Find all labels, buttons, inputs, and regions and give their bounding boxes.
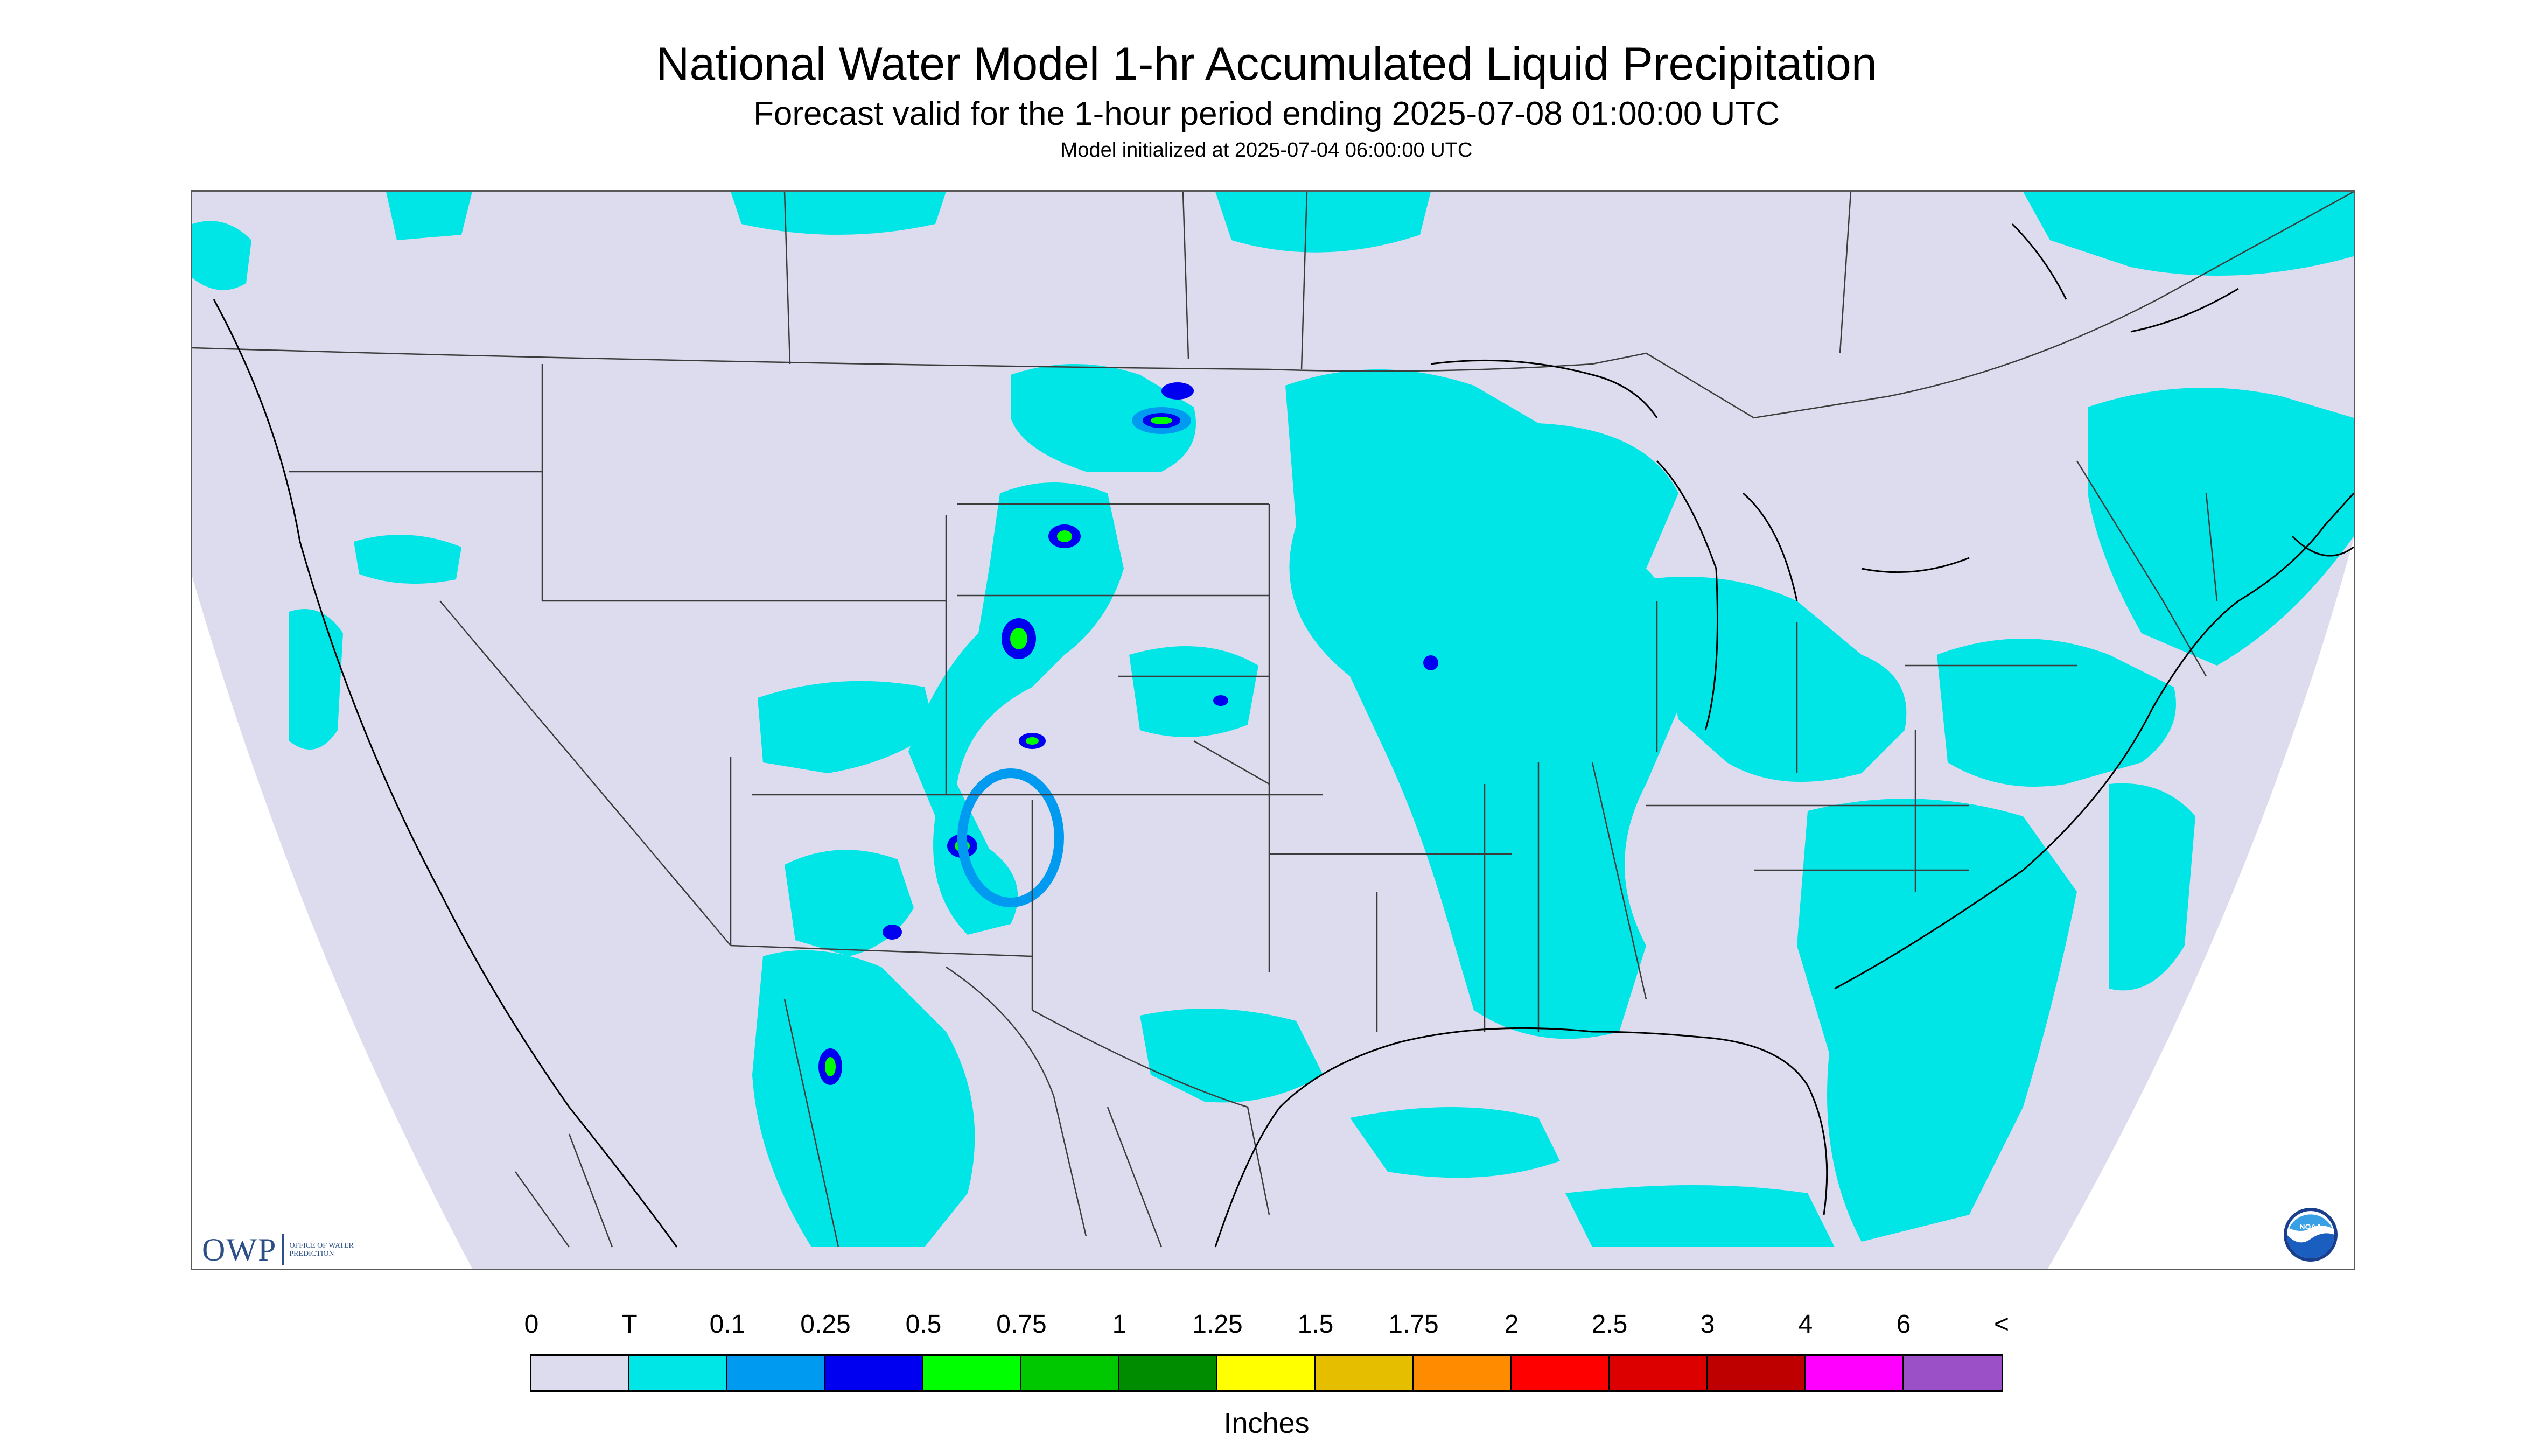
legend-swatch-5 [1021, 1356, 1119, 1390]
legend-label-15: < [1993, 1310, 2010, 1339]
precipitation-map: OWP OFFICE OF WATER PREDICTION NOAA [191, 190, 2355, 1270]
legend-labels: 0 T 0.1 0.25 0.5 0.75 1 1.25 1.5 1.75 2 2.5 3 4 6 < [0, 1310, 2533, 1342]
legend-swatch-8 [1316, 1356, 1414, 1390]
legend-label-2: 0.1 [709, 1310, 746, 1339]
noaa-logo-mark: NOAA [2299, 1222, 2321, 1231]
map-canvas [192, 192, 2354, 1269]
noaa-logo: NOAA [2284, 1208, 2338, 1262]
legend-swatch-1 [629, 1356, 727, 1390]
owp-logo-name: OFFICE OF WATER PREDICTION [289, 1242, 354, 1258]
legend-swatch-2 [727, 1356, 825, 1390]
legend-label-7: 1.25 [1192, 1310, 1243, 1339]
legend-swatch-0 [531, 1356, 629, 1390]
legend-label-0: 0 [524, 1310, 539, 1339]
boundary-lines [192, 192, 2354, 1248]
precip-trace-areas [192, 192, 2354, 1247]
legend-swatch-9 [1414, 1356, 1512, 1390]
legend-label-3: 0.25 [800, 1310, 851, 1339]
legend-label-5: 0.75 [996, 1310, 1047, 1339]
legend-swatch-7 [1217, 1356, 1316, 1390]
legend-swatch-14 [1904, 1356, 2002, 1390]
legend-swatch-3 [825, 1356, 923, 1390]
legend-swatch-11 [1610, 1356, 1708, 1390]
legend-label-13: 4 [1798, 1310, 1813, 1339]
legend-color-bar [530, 1354, 2003, 1392]
legend-units-label: Inches [1223, 1407, 1310, 1439]
legend-swatch-13 [1806, 1356, 1904, 1390]
coastlines [213, 223, 2354, 1248]
owp-logo: OWP OFFICE OF WATER PREDICTION [202, 1231, 365, 1269]
legend-label-14: 6 [1896, 1310, 1911, 1339]
legend-swatch-12 [1708, 1356, 1806, 1390]
precip-heavy-cores [818, 382, 1438, 1085]
legend-label-6: 1 [1112, 1310, 1127, 1339]
legend-label-8: 1.5 [1297, 1310, 1334, 1339]
map-subtitle: Forecast valid for the 1-hour period end… [753, 95, 1780, 132]
legend-label-4: 0.5 [905, 1310, 942, 1339]
legend-label-11: 2.5 [1591, 1310, 1628, 1339]
owp-logo-divider [282, 1234, 284, 1265]
legend-label-1: T [621, 1310, 638, 1339]
map-title: National Water Model 1-hr Accumulated Li… [656, 38, 1877, 90]
legend-label-10: 2 [1504, 1310, 1519, 1339]
legend-swatch-10 [1512, 1356, 1610, 1390]
model-init-text: Model initialized at 2025-07-04 06:00:00… [1060, 139, 1473, 162]
owp-logo-mark: OWP [202, 1231, 277, 1268]
legend-swatch-6 [1119, 1356, 1217, 1390]
legend-label-9: 1.75 [1388, 1310, 1439, 1339]
legend-swatch-4 [923, 1356, 1021, 1390]
legend-label-12: 3 [1700, 1310, 1715, 1339]
